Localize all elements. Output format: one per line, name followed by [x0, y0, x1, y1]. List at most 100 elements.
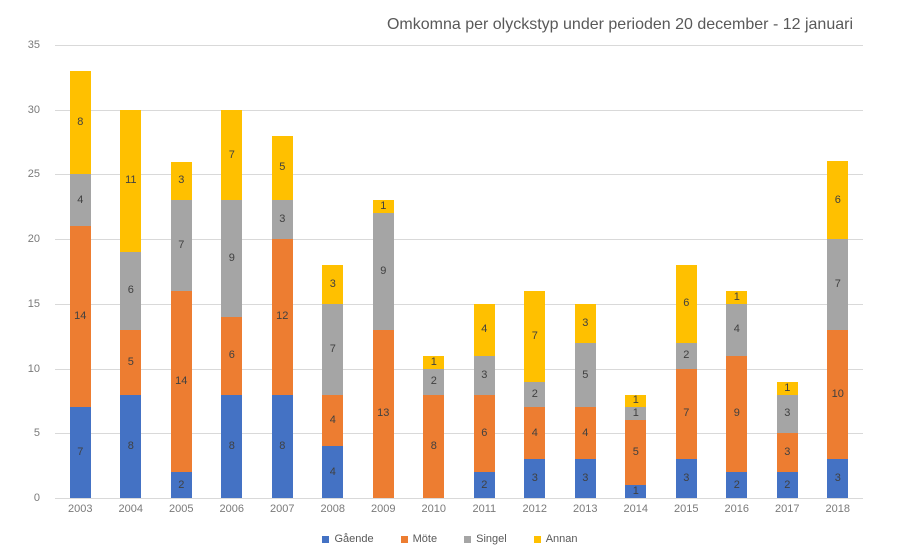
x-axis-label: 2012 [522, 503, 548, 515]
bar-segment-label: 5 [127, 355, 134, 368]
bar-segment-label: 3 [279, 213, 286, 226]
bar-segment-label: 7 [178, 239, 185, 252]
y-axis-label: 0 [33, 492, 40, 504]
x-axis-label: 2005 [169, 503, 194, 515]
bar-segment-gående-2004: 8 [120, 394, 142, 498]
bar-segment-label: 8 [127, 439, 134, 452]
bar-segment-annan-2003: 8 [69, 70, 91, 175]
bar-segment-möte-2010: 8 [423, 394, 445, 498]
x-axis-label: 2018 [825, 503, 851, 515]
legend-item-annan: Annan [533, 533, 578, 545]
bar-segment-label: 7 [683, 407, 690, 420]
bar-segment-gående-2018: 3 [827, 459, 849, 498]
bar-segment-singel-2016: 4 [726, 303, 748, 356]
bar-segment-annan-2015: 6 [675, 265, 697, 343]
bar-segment-label: 4 [733, 323, 740, 336]
bar-segment-singel-2015: 2 [675, 342, 697, 369]
bar-segment-label: 3 [784, 407, 791, 420]
bar-segment-möte-2006: 6 [221, 316, 243, 395]
legend-label: Annan [545, 533, 578, 545]
bar-segment-label: 1 [430, 355, 437, 368]
bar-segment-singel-2009: 9 [372, 213, 394, 330]
y-axis-label: 30 [27, 104, 40, 116]
gridline-20 [55, 239, 863, 240]
bar-segment-label: 10 [831, 388, 844, 400]
bar-segment-label: 3 [329, 278, 336, 290]
bar-segment-möte-2008: 4 [322, 394, 344, 447]
bar-segment-label: 8 [228, 439, 235, 452]
bar-segment-label: 7 [77, 446, 84, 459]
bar-segment-label: 3 [834, 472, 841, 485]
bar-segment-möte-2003: 14 [69, 226, 91, 408]
bar-segment-label: 4 [582, 426, 589, 439]
bar-segment-singel-2005: 7 [170, 200, 192, 291]
bar-segment-möte-2013: 4 [574, 407, 596, 460]
x-axis-label: 2014 [623, 503, 649, 515]
bar-segment-label: 3 [784, 446, 791, 459]
bar-segment-label: 7 [228, 148, 235, 161]
bar-segment-label: 1 [733, 290, 740, 303]
x-axis-label: 2009 [371, 503, 396, 515]
gridline-0 [55, 498, 863, 499]
bar-segment-gående-2011: 2 [473, 472, 495, 498]
bar-segment-label: 3 [531, 472, 538, 485]
gridline-15 [55, 304, 863, 305]
legend-label: Singel [476, 533, 507, 545]
bar-segment-label: 5 [279, 161, 286, 174]
bar-segment-label: 11 [125, 174, 137, 187]
x-axis-label: 2015 [674, 503, 699, 515]
y-axis-label: 5 [33, 427, 40, 439]
bar-segment-label: 6 [127, 284, 134, 297]
bar-segment-annan-2013: 3 [574, 303, 596, 343]
bar-segment-möte-2017: 3 [776, 433, 798, 473]
bar-segment-möte-2005: 14 [170, 290, 192, 473]
bar-segment-label: 6 [834, 193, 841, 206]
bar-segment-label: 2 [531, 387, 538, 400]
bar-segment-singel-2013: 5 [574, 342, 596, 408]
bar-segment-label: 1 [632, 485, 639, 498]
bar-segment-singel-2006: 9 [221, 200, 243, 317]
bar-segment-label: 1 [380, 200, 387, 213]
x-axis-label: 2010 [421, 503, 447, 515]
bar-segment-label: 2 [683, 349, 690, 362]
bar-segment-annan-2014: 1 [625, 394, 647, 408]
bar-segment-gående-2017: 2 [776, 472, 798, 498]
plot-area: 7 14 4 8 8 5 6 11 2 14 7 3 8 6 9 7 8 12 3 5 4 4 7 3 13 9 1 8 2 1 2 6 3 4 3… [55, 45, 863, 499]
bar-segment-label: 3 [582, 316, 589, 329]
bar-segment-label: 8 [430, 439, 437, 452]
bar-segment-möte-2014: 5 [625, 420, 647, 486]
bar-segment-singel-2008: 7 [322, 303, 344, 395]
bar-segment-label: 3 [178, 174, 185, 187]
gridline-10 [55, 369, 863, 370]
x-axis-label: 2007 [270, 503, 295, 515]
x-axis-label: 2008 [320, 503, 346, 515]
x-axis-label: 2013 [573, 503, 598, 515]
legend-marker-icon [533, 535, 541, 543]
bar-segment-annan-2005: 3 [170, 161, 192, 201]
bar-segment-möte-2012: 4 [524, 407, 546, 460]
bar-segment-label: 14 [74, 310, 87, 323]
bar-segment-singel-2007: 3 [271, 200, 293, 240]
bar-segment-label: 2 [481, 478, 488, 491]
bar-segment-label: 13 [377, 407, 390, 420]
bar-segment-label: 3 [582, 472, 589, 485]
y-axis-label: 10 [27, 363, 40, 375]
bar-segment-gående-2016: 2 [726, 472, 748, 498]
legend-item-möte: Möte [400, 533, 437, 545]
bar-segment-möte-2011: 6 [473, 394, 495, 473]
chart-title: Omkomna per olyckstyp under perioden 20 … [386, 16, 853, 33]
gridline-30 [55, 110, 863, 111]
bar-segment-annan-2010: 1 [423, 355, 445, 369]
bar-segment-label: 7 [329, 342, 336, 355]
bar-segment-label: 7 [531, 329, 538, 342]
bar-segment-gående-2013: 3 [574, 459, 596, 498]
bar-segment-singel-2018: 7 [827, 239, 849, 330]
y-axis-label: 25 [27, 168, 40, 180]
legend-label: Gående [334, 533, 374, 545]
x-axis: 2003 2004 2005 2006 2007 2008 2009 2010 2011 2012… [55, 504, 863, 518]
bar-segment-label: 14 [175, 375, 188, 388]
bar-segment-label: 1 [784, 381, 791, 394]
legend-marker-icon [322, 535, 330, 543]
y-axis: 0 5 10 15 20 25 30 35 [0, 40, 40, 504]
